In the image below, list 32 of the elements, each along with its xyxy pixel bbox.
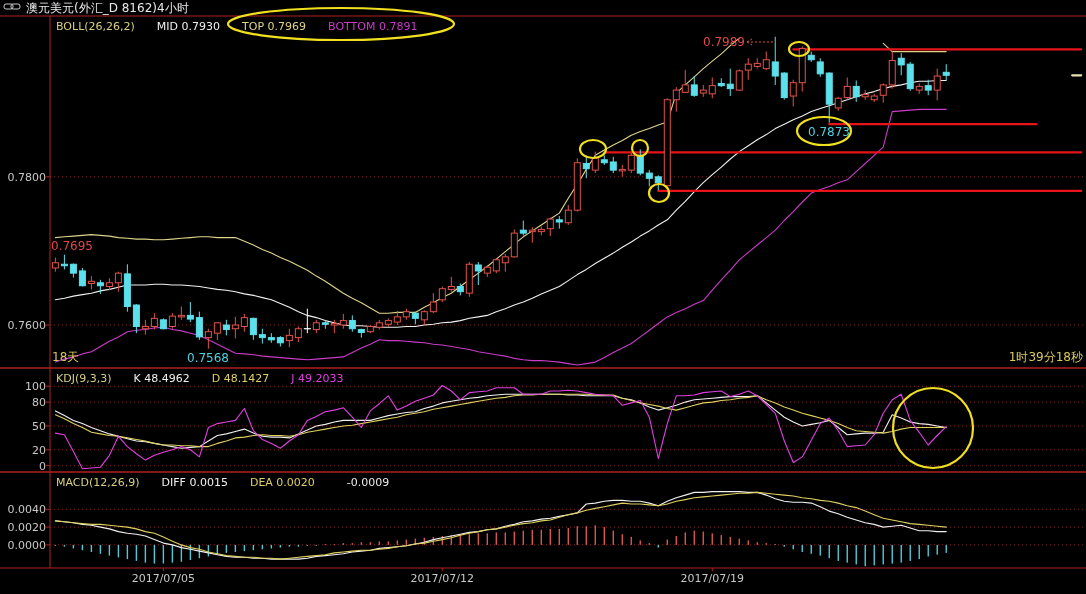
line-series xyxy=(54,491,947,560)
x-tick-label: 2017/07/19 xyxy=(680,572,744,585)
y-tick-label: 0.7800 xyxy=(7,170,46,184)
legend-title: BOLL(26,26,2) xyxy=(56,20,135,33)
annotation: -0.0009 xyxy=(346,476,390,489)
y-tick-label: 80 xyxy=(32,396,46,410)
y-tick-label: 0.0020 xyxy=(7,521,46,535)
text: DIFF 0.0015 xyxy=(161,476,228,489)
legend-title: KDJ(9,3,3) xyxy=(56,372,112,385)
legend-title: MACD(12,26,9) xyxy=(56,476,140,489)
y-tick-label: 0.7600 xyxy=(7,319,46,333)
text: K 48.4962 xyxy=(133,372,190,385)
x-tick-label: 2017/07/12 xyxy=(410,572,475,585)
y-tick-label: 50 xyxy=(32,419,46,433)
line-series xyxy=(54,384,947,470)
y-tick-label: 0.0040 xyxy=(7,503,46,517)
annotation: 0.7568 xyxy=(187,351,229,365)
chart-title: 澳元美元(外汇_D 8162)4小时 xyxy=(26,1,189,15)
annotation: 1时39分18秒 xyxy=(1008,350,1083,364)
text: D 48.1427 xyxy=(211,372,270,385)
text: TOP 0.7969 xyxy=(241,20,307,33)
text: J 49.2033 xyxy=(290,372,344,385)
x-tick-label: 2017/07/05 xyxy=(131,572,196,585)
annotation: 0.7873 xyxy=(808,125,850,139)
y-tick-label: 0 xyxy=(39,459,46,473)
y-tick-label: 0.0000 xyxy=(7,538,46,552)
y-tick-label: 20 xyxy=(32,443,46,457)
annotation: 0.7695 xyxy=(51,239,93,253)
text: BOTTOM 0.7891 xyxy=(328,20,418,33)
text: DEA 0.0020 xyxy=(249,476,315,489)
y-tick-label: 100 xyxy=(25,380,46,394)
text: MID 0.7930 xyxy=(156,20,221,33)
